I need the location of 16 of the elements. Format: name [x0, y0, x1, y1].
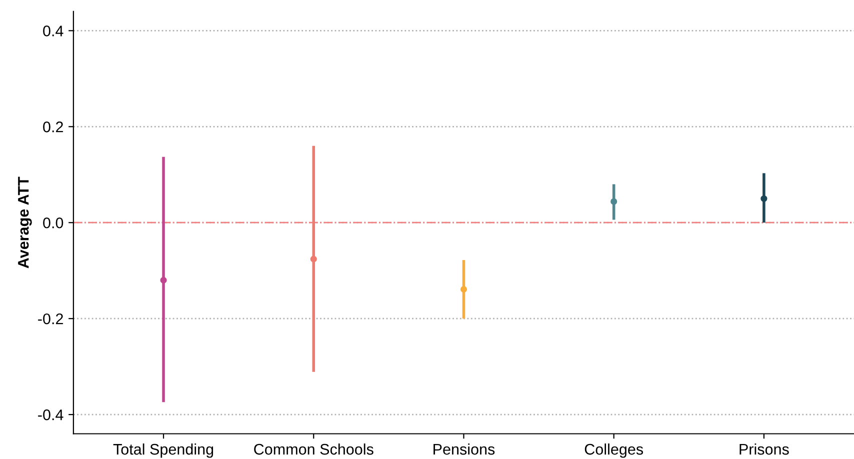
- x-tick-label: Total Spending: [113, 443, 214, 458]
- y-tick-label: -0.4: [38, 409, 64, 420]
- point: [760, 195, 768, 202]
- y-tick-label: -0.2: [38, 313, 63, 324]
- x-tick-label: Prisons: [740, 443, 789, 455]
- y-tick-label: 0.2: [43, 122, 63, 132]
- x-tick-label: Colleges: [584, 443, 644, 458]
- y-tick-label: 0.4: [43, 26, 64, 36]
- x-tick-label: Common Schools: [254, 443, 374, 455]
- y-tick-label: 0.0: [43, 217, 64, 228]
- point: [610, 198, 618, 205]
- y-axis-title: Average ATT: [18, 176, 32, 268]
- point: [460, 286, 468, 293]
- point: [160, 276, 167, 284]
- point: [310, 256, 317, 262]
- x-tick-label: Pensions: [434, 443, 495, 455]
